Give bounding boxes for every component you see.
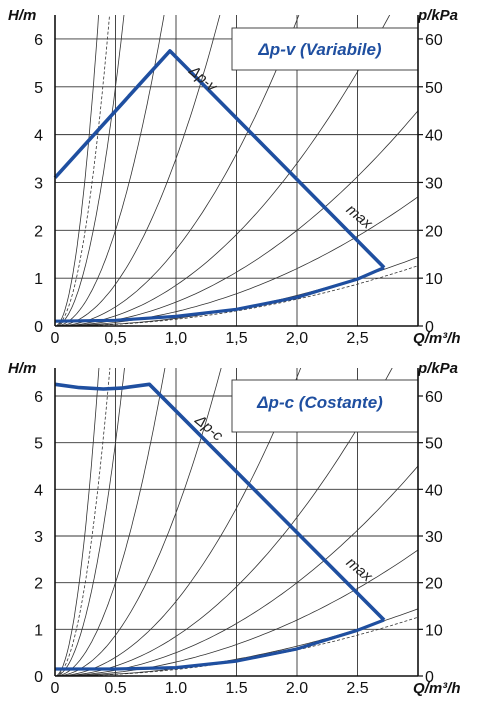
y-tick-label: 0: [34, 669, 43, 686]
x-tick-label: 2,5: [346, 330, 368, 347]
y2-tick-label: 50: [425, 80, 443, 97]
x-tick-label: 0: [51, 330, 60, 347]
curve-label: Δp-v: [185, 62, 222, 96]
system-curve-dashed: [55, 15, 110, 326]
system-curve: [55, 15, 125, 326]
curve-label: Δp-c: [191, 411, 227, 445]
y2-axis-label: p/kPa: [417, 360, 458, 377]
system-curve: [55, 368, 125, 676]
y2-tick-label: 30: [425, 529, 443, 546]
min-curve: [55, 618, 385, 671]
mode-title-box: [231, 379, 419, 433]
system-curve-dashed: [55, 368, 111, 676]
x-tick-label: 1,0: [165, 330, 187, 347]
y2-tick-label: 60: [425, 389, 443, 406]
system-curve: [55, 368, 166, 676]
x-axis-label: Q/m³/h: [413, 680, 461, 697]
y-tick-label: 5: [34, 436, 43, 453]
y2-tick-label: 50: [425, 436, 443, 453]
y-tick-label: 3: [34, 529, 43, 546]
chart-delta-p-constant: Δp-c (Costante)Δp-cmax012345601020304050…: [8, 360, 461, 697]
y-tick-label: 3: [34, 175, 43, 192]
y2-axis-label: p/kPa: [417, 7, 458, 24]
y2-tick-label: 20: [425, 576, 443, 593]
y2-tick-label: 40: [425, 128, 443, 145]
x-tick-label: 0: [51, 680, 60, 697]
control-curve-0: [53, 49, 386, 269]
mode-title: Δp-c (Costante): [256, 393, 383, 412]
y2-tick-label: 40: [425, 482, 443, 499]
y2-tick-label: 10: [425, 622, 443, 639]
y-tick-label: 2: [34, 576, 43, 593]
x-tick-label: 1,5: [225, 330, 247, 347]
x-tick-label: 1.0: [165, 680, 187, 697]
y2-tick-label: 20: [425, 223, 443, 240]
y-tick-label: 4: [34, 128, 43, 145]
y-tick-label: 6: [34, 389, 43, 406]
x-tick-label: 2.0: [286, 680, 308, 697]
y-tick-label: 6: [34, 32, 43, 49]
x-tick-label: 2.5: [346, 680, 368, 697]
y2-tick-label: 30: [425, 175, 443, 192]
y-tick-label: 4: [34, 482, 43, 499]
y-tick-label: 1: [34, 271, 43, 288]
y-tick-label: 0: [34, 319, 43, 336]
y-tick-label: 1: [34, 622, 43, 639]
system-curve: [55, 15, 300, 326]
x-tick-label: 0.5: [104, 680, 126, 697]
x-tick-label: 1.5: [225, 680, 247, 697]
y2-tick-label: 0: [425, 669, 434, 686]
system-curves: [55, 15, 418, 326]
system-curve: [55, 196, 418, 326]
system-curve: [55, 15, 221, 326]
y-tick-label: 2: [34, 223, 43, 240]
y-axis-label: H/m: [8, 360, 36, 377]
y-axis-label: H/m: [8, 7, 36, 24]
x-axis-label: Q/m³/h: [413, 330, 461, 347]
mode-title: Δp-v (Variabile): [257, 40, 382, 59]
system-curve: [55, 368, 222, 676]
control-curve-1: [54, 382, 386, 622]
system-curve: [55, 549, 418, 676]
system-curve: [55, 15, 391, 326]
chart-delta-p-variable: Δp-v (Variabile)Δp-vmax01234560102030405…: [8, 7, 461, 347]
y2-tick-label: 0: [425, 319, 434, 336]
min-curve: [54, 266, 385, 323]
y-tick-label: 5: [34, 80, 43, 97]
y2-tick-label: 10: [425, 271, 443, 288]
mode-title-box: [231, 27, 419, 71]
system-curve: [55, 368, 100, 676]
system-curve: [55, 15, 99, 326]
system-curve: [55, 15, 165, 326]
y2-tick-label: 60: [425, 32, 443, 49]
x-tick-label: 2,0: [286, 330, 308, 347]
x-tick-label: 0,5: [104, 330, 126, 347]
